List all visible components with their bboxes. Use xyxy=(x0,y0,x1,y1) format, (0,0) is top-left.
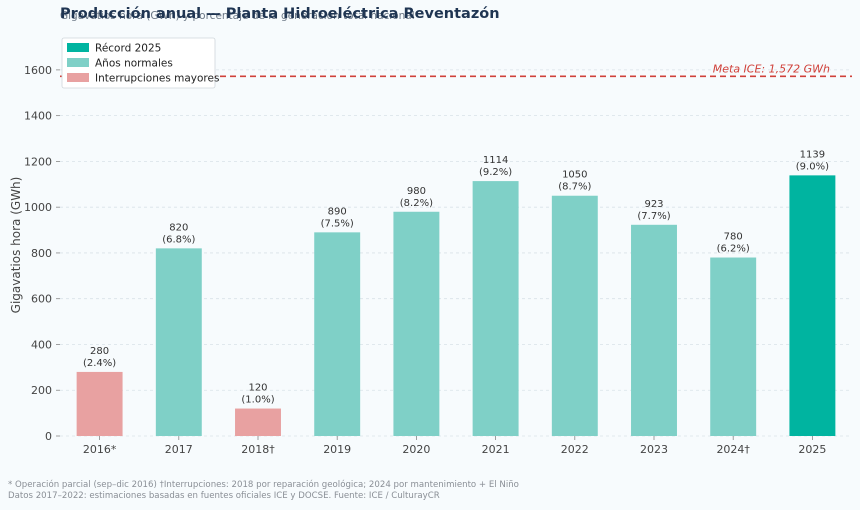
bar-value-label: 280 xyxy=(90,346,109,357)
bar-value-label: 780 xyxy=(724,232,743,243)
bar-percent-label: (7.5%) xyxy=(321,218,354,229)
chart-subtitle: Gigavatios hora (GWh) y porcentaje de la… xyxy=(60,10,415,22)
bar xyxy=(710,257,757,436)
bar xyxy=(789,175,836,436)
y-axis: 0 200 400 600 800 1000 1200 1400 1600 xyxy=(24,64,60,443)
y-tick-label: 1400 xyxy=(24,110,52,123)
bar-value-label: 923 xyxy=(644,199,663,210)
bar-value-label: 890 xyxy=(328,206,347,217)
bar-percent-label: (7.7%) xyxy=(637,211,670,222)
x-tick-label: 2017 xyxy=(165,443,193,456)
legend-box xyxy=(61,37,216,89)
bar-value-label: 1050 xyxy=(562,170,587,181)
bar-percent-label: (9.0%) xyxy=(796,161,829,172)
bar-percent-label: (2.4%) xyxy=(83,358,116,369)
x-tick-label: 2020 xyxy=(402,443,430,456)
y-tick-label: 200 xyxy=(31,384,52,397)
bar-percent-label: (8.2%) xyxy=(400,198,433,209)
bar-percent-label: (9.2%) xyxy=(479,167,512,178)
x-tick-label: 2022 xyxy=(561,443,589,456)
x-tick-label: 2023 xyxy=(640,443,668,456)
legend-swatch xyxy=(67,43,89,52)
legend-label: Récord 2025 xyxy=(95,43,161,55)
x-tick-label: 2019 xyxy=(323,443,351,456)
y-axis-label: Gigavatios hora (GWh) xyxy=(9,177,23,314)
x-tick-label: 2024† xyxy=(716,443,750,456)
bar-percent-label: (1.0%) xyxy=(241,395,274,406)
y-tick-label: 600 xyxy=(31,293,52,306)
bar-value-label: 820 xyxy=(169,222,188,233)
legend-swatch xyxy=(67,73,89,82)
chart-title: Producción anual — Planta Hidroeléctrica… xyxy=(60,6,500,22)
bar-value-label: 1139 xyxy=(800,149,825,160)
x-axis: 2016* 2017 2018† 2019 2020 2021 2022 2023 2024† 2… xyxy=(83,436,826,456)
footnote-line-2: Datos 2017–2022: estimaciones basadas en… xyxy=(8,491,440,501)
y-tick-label: 400 xyxy=(31,338,52,351)
bar-percent-label: (8.7%) xyxy=(558,182,591,193)
bar xyxy=(155,248,202,436)
bar xyxy=(235,408,281,436)
legend-label: Años normales xyxy=(95,58,173,70)
y-tick-label: 0 xyxy=(45,430,52,443)
y-tick-label: 1600 xyxy=(24,64,52,77)
bar xyxy=(314,232,361,436)
bar xyxy=(76,371,123,436)
y-tick-label: 800 xyxy=(31,247,52,260)
reference-line-label: Meta ICE: 1,572 GWh xyxy=(713,62,830,75)
bar xyxy=(472,181,519,436)
y-tick-label: 1000 xyxy=(24,201,52,214)
bar-value-label: 1114 xyxy=(483,155,508,166)
bar xyxy=(631,224,677,436)
value-labels: 280(2.4%)820(6.8%)120(1.0%)890(7.5%)980(… xyxy=(83,149,829,405)
bar xyxy=(393,211,440,436)
x-tick-label: 2021 xyxy=(482,443,510,456)
bars xyxy=(76,175,836,436)
footnote-line-1: * Operación parcial (sep–dic 2016) †Inte… xyxy=(8,479,519,490)
x-tick-label: 2018† xyxy=(241,443,275,456)
y-tick-label: 1200 xyxy=(24,155,52,168)
legend-label: Interrupciones mayores xyxy=(95,73,219,85)
legend-swatch xyxy=(67,58,89,67)
bar-percent-label: (6.8%) xyxy=(162,234,195,245)
bar-value-label: 980 xyxy=(407,186,426,197)
x-tick-label: 2025 xyxy=(798,443,826,456)
bar-percent-label: (6.2%) xyxy=(717,244,750,255)
bar-value-label: 120 xyxy=(248,383,267,394)
legend: Récord 2025 Años normales Interrupciones m… xyxy=(61,37,219,89)
x-tick-label: 2016* xyxy=(83,443,117,456)
bar xyxy=(551,195,598,436)
